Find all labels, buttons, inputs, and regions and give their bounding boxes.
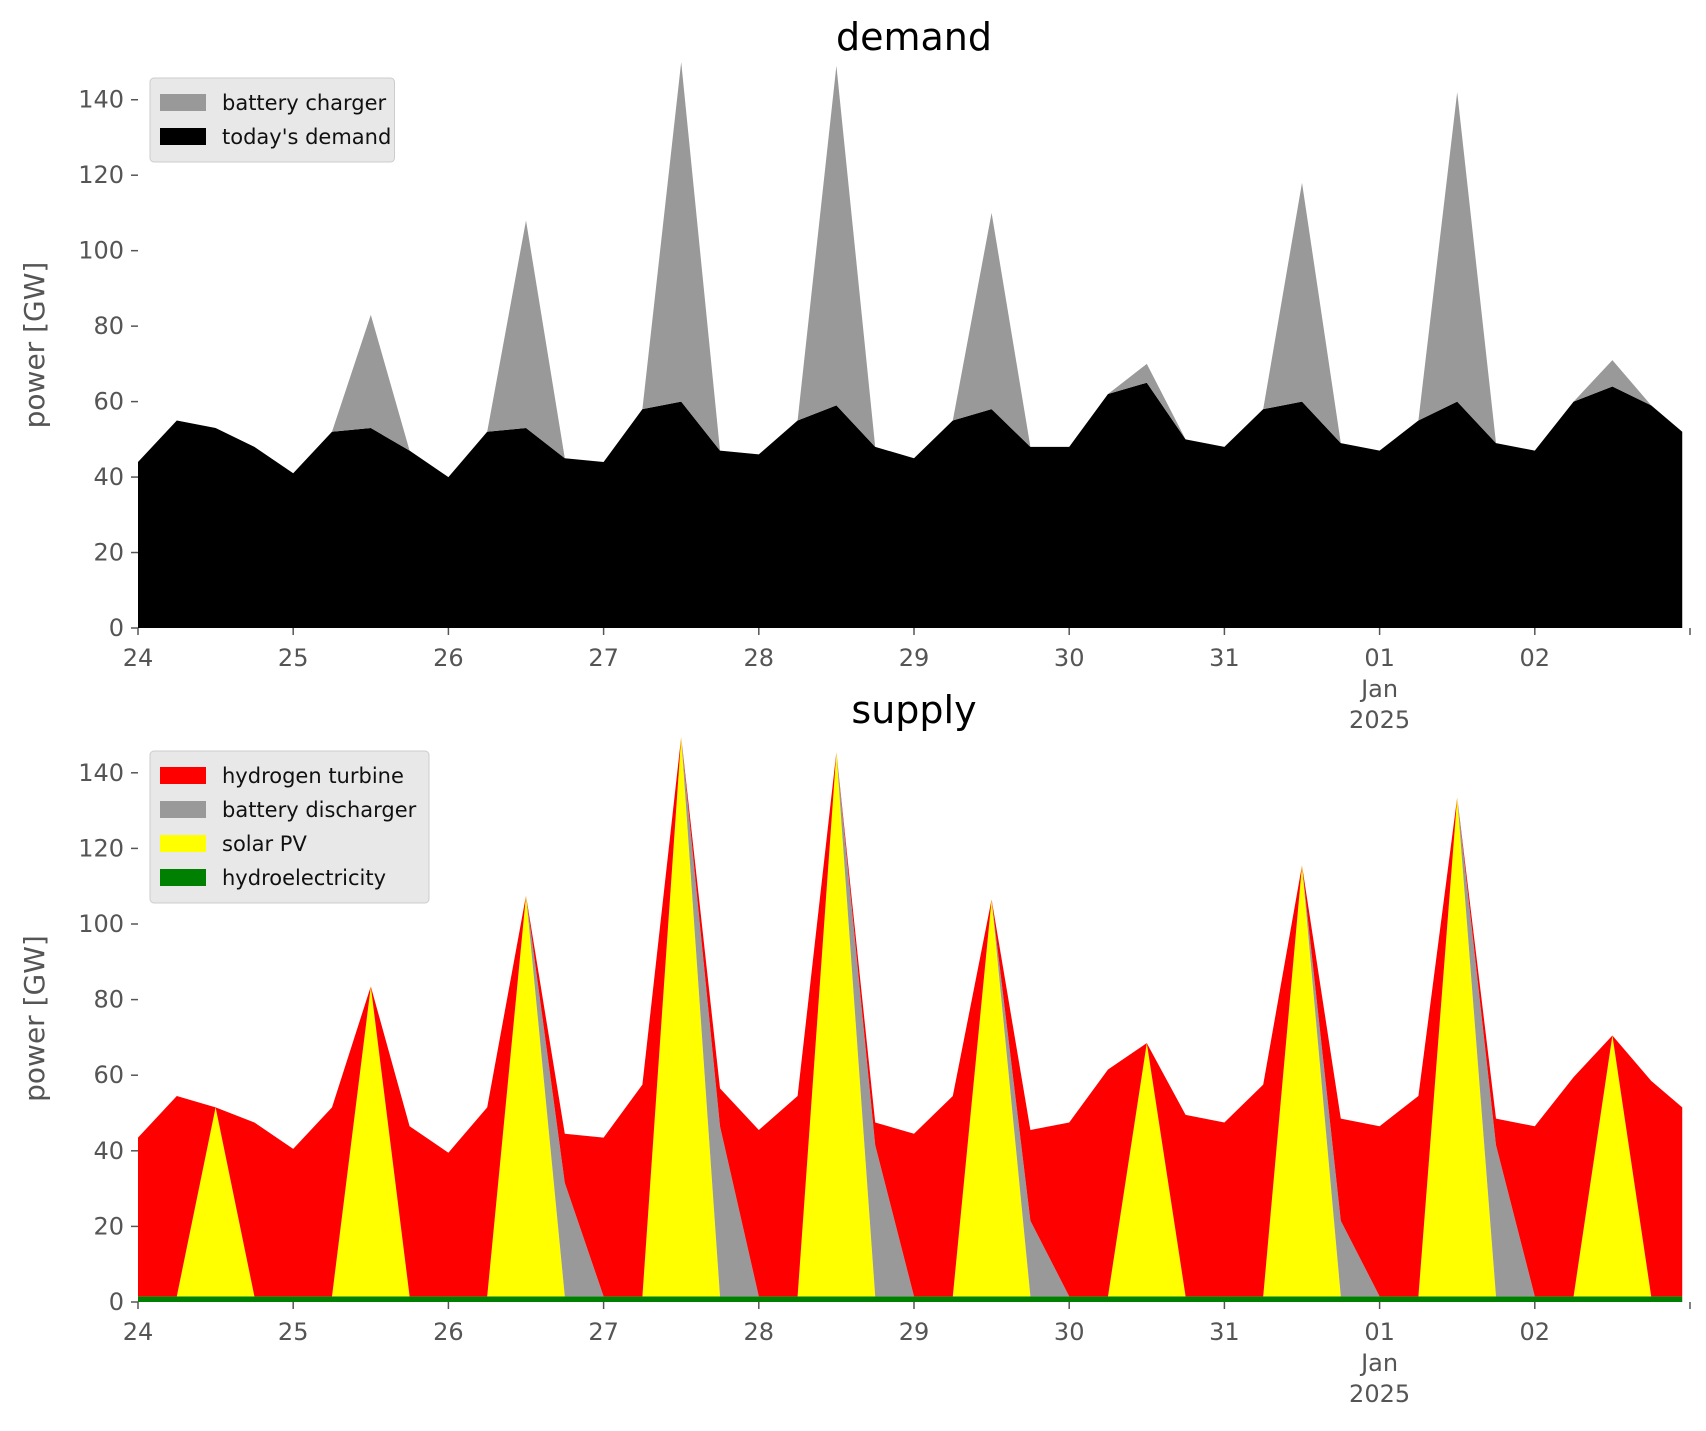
- series-area-battery-charger: [138, 62, 1683, 478]
- y-tick-label: 80: [93, 312, 124, 340]
- x-tick-label: 25: [278, 1318, 309, 1346]
- y-tick-label: 0: [109, 1288, 124, 1316]
- chart-title: supply: [851, 688, 976, 732]
- legend-label: today's demand: [222, 125, 391, 149]
- y-tick-label: 40: [93, 463, 124, 491]
- y-tick-label: 20: [93, 539, 124, 567]
- y-axis-label: power [GW]: [18, 262, 51, 429]
- y-tick-label: 140: [78, 86, 124, 114]
- legend-swatch: [160, 767, 206, 784]
- x-tick-label: 26: [433, 644, 464, 672]
- x-tick-label: 02: [1520, 1318, 1551, 1346]
- legend-swatch: [160, 128, 206, 145]
- y-tick-label: 80: [93, 986, 124, 1014]
- y-tick-label: 60: [93, 1061, 124, 1089]
- legend-box: [149, 77, 395, 163]
- y-tick-label: 0: [109, 614, 124, 642]
- x-tick-label: 31: [1209, 1318, 1240, 1346]
- x-tick-label: 28: [744, 644, 775, 672]
- chart-title: demand: [836, 15, 992, 59]
- x-tick-label: 30: [1054, 644, 1085, 672]
- y-tick-label: 20: [93, 1212, 124, 1240]
- y-axis-label: power [GW]: [18, 935, 51, 1102]
- legend: hydrogen turbine battery discharger solar …: [149, 750, 430, 904]
- series-area-hydroelectricity: [138, 1296, 1683, 1302]
- legend-swatch: [160, 801, 206, 818]
- legend-box: [149, 750, 430, 904]
- legend-label: battery charger: [222, 91, 387, 115]
- legend-label: hydroelectricity: [222, 866, 386, 890]
- x-tick-label: 01 Jan 2025: [1349, 1318, 1410, 1408]
- legend-label: hydrogen turbine: [222, 764, 404, 788]
- y-tick-label: 120: [78, 161, 124, 189]
- x-tick-label: 28: [744, 1318, 775, 1346]
- x-tick-label: 26: [433, 1318, 464, 1346]
- x-tick-label: 24: [123, 644, 154, 672]
- x-tick-label: 29: [899, 644, 930, 672]
- x-tick-label: 31: [1209, 644, 1240, 672]
- y-tick-label: 140: [78, 759, 124, 787]
- legend-label: solar PV: [222, 832, 307, 856]
- x-tick-label: 27: [588, 644, 619, 672]
- x-tick-label: 29: [899, 1318, 930, 1346]
- series-area-today-s-demand: [138, 382, 1683, 628]
- y-tick-label: 60: [93, 388, 124, 416]
- legend: battery charger today's demand: [149, 77, 395, 163]
- y-tick-label: 100: [78, 237, 124, 265]
- y-tick-label: 100: [78, 910, 124, 938]
- legend-swatch: [160, 94, 206, 111]
- x-tick-label: 27: [588, 1318, 619, 1346]
- series-area-hydrogen-turbine: [138, 736, 1683, 1297]
- y-tick-label: 120: [78, 834, 124, 862]
- legend-swatch: [160, 869, 206, 886]
- legend-swatch: [160, 835, 206, 852]
- x-tick-label: 30: [1054, 1318, 1085, 1346]
- x-tick-label: 01 Jan 2025: [1349, 644, 1410, 734]
- y-tick-label: 40: [93, 1137, 124, 1165]
- x-tick-label: 02: [1520, 644, 1551, 672]
- x-tick-label: 25: [278, 644, 309, 672]
- x-tick-label: 24: [123, 1318, 154, 1346]
- legend-label: battery discharger: [222, 798, 417, 822]
- series-area-solar-pv: [138, 736, 1683, 1297]
